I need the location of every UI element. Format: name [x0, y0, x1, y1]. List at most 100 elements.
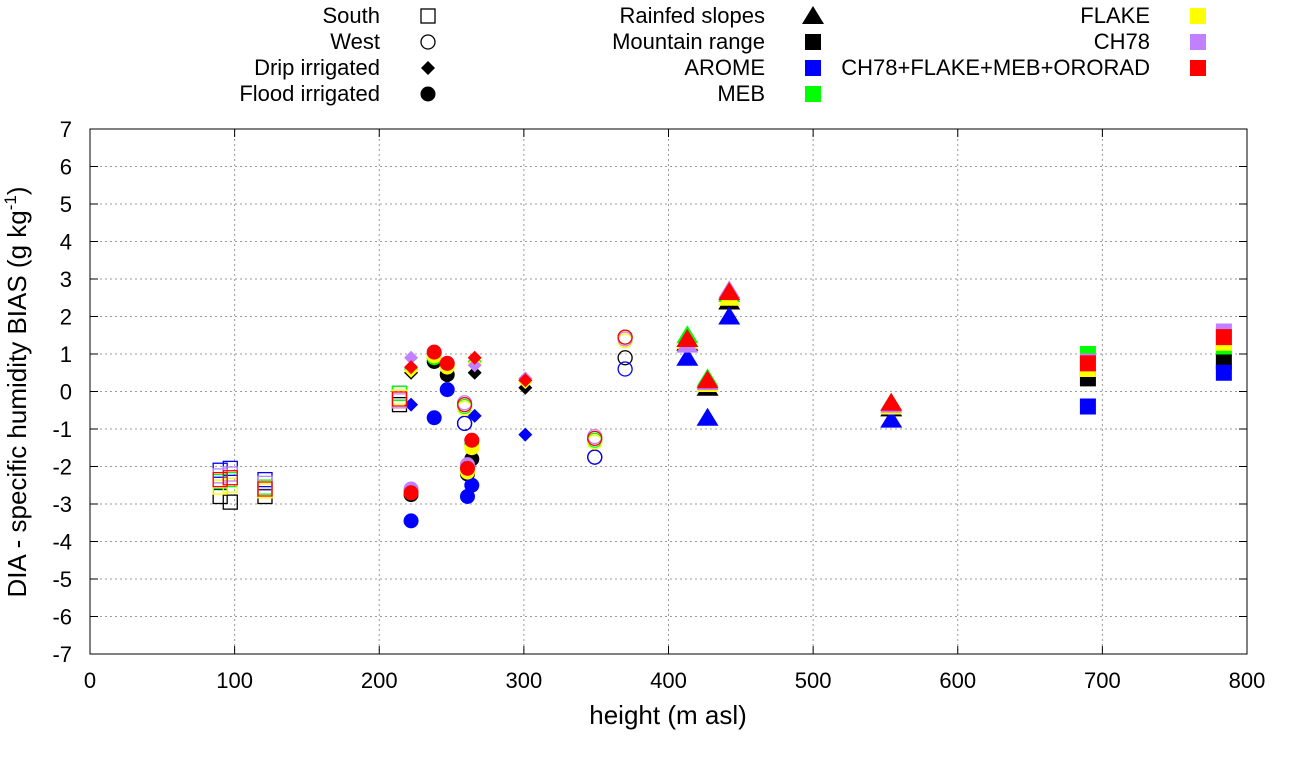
data-point	[439, 355, 455, 371]
data-point	[459, 460, 475, 476]
y-tick-label: -4	[52, 530, 72, 555]
legend-marker	[802, 6, 824, 24]
y-tick-label: -5	[52, 567, 72, 592]
data-point	[404, 360, 419, 375]
y-tick-label: 4	[60, 230, 72, 255]
legend-label: West	[330, 29, 380, 54]
data-point	[1079, 398, 1096, 415]
data-points	[212, 280, 1232, 529]
y-axis-label: DIA - specific humidity BIAS (g kg-1)	[1, 186, 32, 597]
data-point	[257, 481, 273, 497]
y-tick-label: -2	[52, 455, 72, 480]
data-point	[222, 470, 238, 486]
legend-label: AROME	[684, 55, 765, 80]
data-point	[518, 427, 533, 442]
legend-label: CH78	[1094, 29, 1150, 54]
y-tick-label: 2	[60, 305, 72, 330]
data-point	[617, 350, 633, 366]
data-point	[718, 282, 741, 301]
y-axis-label-main: DIA - specific humidity BIAS (g kg	[2, 210, 32, 597]
data-point	[212, 471, 228, 488]
data-point	[404, 397, 419, 412]
legend-label: Flood irrigated	[239, 81, 380, 106]
data-point	[696, 370, 719, 389]
data-point	[212, 488, 228, 505]
legend-color-swatch	[805, 60, 821, 76]
x-tick-label: 500	[795, 668, 832, 693]
y-axis-label-end: )	[2, 186, 32, 195]
x-tick-label: 200	[361, 668, 398, 693]
y-tick-label: -1	[52, 417, 72, 442]
legend-marker	[421, 61, 435, 75]
data-point	[467, 365, 482, 380]
y-tick-label: -3	[52, 492, 72, 517]
data-point	[456, 400, 473, 417]
data-point	[222, 494, 238, 510]
y-tick-label: -6	[52, 605, 72, 630]
data-point	[587, 449, 603, 465]
legend-label: CH78+FLAKE+MEB+ORORAD	[841, 55, 1150, 80]
data-point	[617, 329, 633, 345]
legend-color-swatch	[805, 86, 821, 102]
legend-marker	[805, 34, 821, 50]
y-tick-label: 5	[60, 192, 72, 217]
x-axis-label: height (m asl)	[589, 700, 747, 730]
legend-color-swatch	[1190, 60, 1206, 76]
data-point	[880, 392, 903, 411]
y-tick-label: 7	[60, 117, 72, 142]
x-tick-label: 100	[216, 668, 253, 693]
y-axis-ticks: 7 6 5 4 3 2 1 0 -1 -2 -3 -4 -5 -6 -7	[52, 117, 1247, 667]
data-point	[696, 407, 719, 426]
x-tick-label: 600	[939, 668, 976, 693]
data-point	[404, 350, 419, 365]
x-tick-label: 800	[1229, 668, 1266, 693]
data-point	[617, 361, 633, 377]
x-axis-ticks: 0 100 200 300 400 500 600 700 800	[84, 129, 1265, 693]
legend-label: FLAKE	[1080, 3, 1150, 28]
legend-label: MEB	[717, 81, 765, 106]
data-point	[426, 410, 442, 426]
legend-label: Drip irrigated	[254, 55, 380, 80]
data-point	[587, 430, 603, 447]
x-tick-label: 400	[650, 668, 687, 693]
data-point	[1215, 364, 1232, 381]
data-point	[467, 358, 482, 373]
data-point	[403, 513, 419, 529]
x-tick-label: 300	[506, 668, 543, 693]
data-point	[391, 391, 408, 407]
data-point	[467, 350, 482, 365]
legend-marker	[420, 34, 436, 50]
data-point	[439, 382, 455, 398]
data-point	[676, 329, 699, 347]
y-tick-label: 6	[60, 155, 72, 180]
legend-label: South	[323, 3, 381, 28]
legend-marker	[420, 8, 436, 24]
x-tick-label: 0	[84, 668, 96, 693]
data-point	[1215, 329, 1232, 346]
legend-label: Rainfed slopes	[619, 3, 765, 28]
data-point	[467, 408, 482, 423]
data-point	[403, 485, 419, 501]
y-tick-label: 3	[60, 267, 72, 292]
legend-label: Mountain range	[612, 29, 765, 54]
y-tick-label: -7	[52, 642, 72, 667]
grid-lines	[90, 129, 1247, 654]
data-point	[426, 344, 442, 360]
y-tick-label: 1	[60, 342, 72, 367]
legend-color-swatch	[1190, 8, 1206, 24]
data-point	[464, 477, 480, 493]
data-point	[464, 432, 480, 448]
x-tick-label: 700	[1084, 668, 1121, 693]
data-point	[1079, 355, 1096, 372]
data-point	[676, 347, 699, 366]
legend-marker	[420, 86, 436, 102]
data-point	[880, 409, 903, 428]
data-point	[459, 489, 475, 504]
data-point	[587, 434, 603, 450]
data-point	[718, 306, 741, 325]
data-point	[456, 415, 473, 432]
data-point	[518, 373, 533, 388]
legend-color-swatch	[1190, 34, 1206, 50]
